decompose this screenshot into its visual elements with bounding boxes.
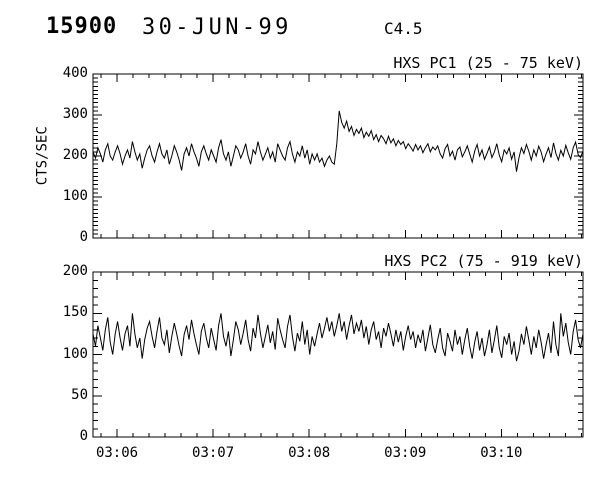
plot-box xyxy=(92,73,584,239)
y-tick-label: 0 xyxy=(79,229,88,245)
y-tick-label: 300 xyxy=(62,106,88,122)
x-tick-label: 03:08 xyxy=(288,445,331,461)
y-tick-label: 200 xyxy=(62,147,88,163)
lightcurve-trace-pc1 xyxy=(92,110,584,172)
event-number: 15900 xyxy=(46,14,118,39)
y-tick-label: 0 xyxy=(79,428,88,444)
y-tick-label: 50 xyxy=(71,386,88,403)
y-tick-label: 100 xyxy=(62,188,88,204)
x-tick-label: 03:06 xyxy=(95,445,139,461)
panel-pc1-title: HXS PC1 (25 - 75 keV) xyxy=(393,54,583,72)
x-tick-label: 03:09 xyxy=(384,445,427,461)
plot-box xyxy=(92,271,584,438)
lightcurve-trace-pc2 xyxy=(92,313,584,362)
y-tick-label: 100 xyxy=(62,345,88,362)
observation-date: 30-JUN-99 xyxy=(142,15,292,40)
y-tick-label: 400 xyxy=(62,65,88,81)
panel-pc2-title: HXS PC2 (75 - 919 keV) xyxy=(384,252,583,270)
y-tick-label: 150 xyxy=(62,304,88,321)
y-tick-label: 200 xyxy=(62,263,88,279)
x-tick-label: 03:07 xyxy=(192,445,235,461)
flare-class: C4.5 xyxy=(384,19,423,38)
x-tick-label: 03:10 xyxy=(480,445,523,461)
